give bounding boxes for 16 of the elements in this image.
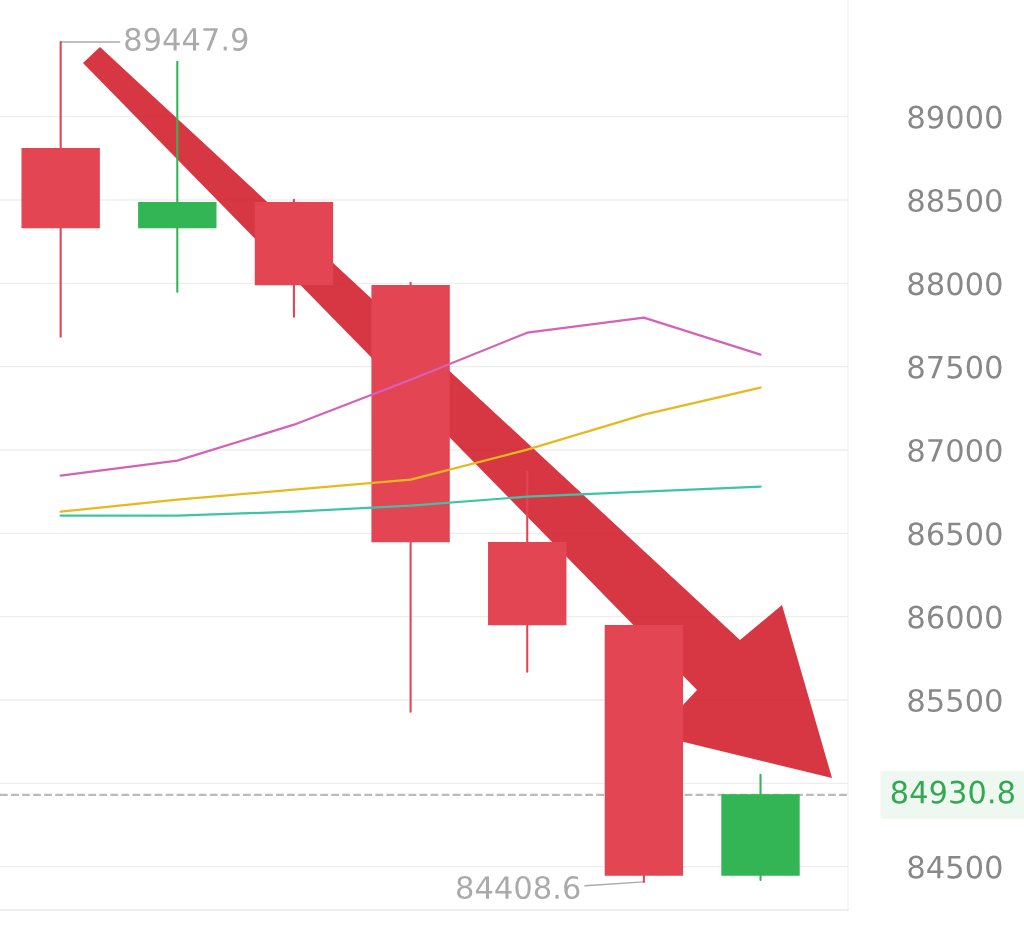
y-tick-label: 88000 bbox=[908, 272, 1002, 296]
y-tick-label: 87500 bbox=[908, 355, 1002, 379]
y-tick-label: 86000 bbox=[908, 605, 1002, 629]
line-series bbox=[59, 386, 762, 513]
y-tick-label: 88500 bbox=[908, 188, 1002, 213]
candlestick bbox=[138, 60, 217, 293]
y-tick-label: 85500 bbox=[908, 688, 1002, 713]
line-series bbox=[59, 485, 762, 517]
annotation: 84408.6 bbox=[457, 875, 580, 900]
y-tick-label: 84500 bbox=[908, 855, 1002, 879]
y-tick-label: 89000 bbox=[908, 105, 1002, 129]
annotation: 89447.9 bbox=[125, 27, 248, 51]
line-series bbox=[59, 316, 762, 477]
y-tick-label: 87000 bbox=[908, 438, 1002, 463]
y-tick-label: 86500 bbox=[908, 522, 1002, 546]
ref-line-label: 84930.8 bbox=[891, 780, 1014, 804]
